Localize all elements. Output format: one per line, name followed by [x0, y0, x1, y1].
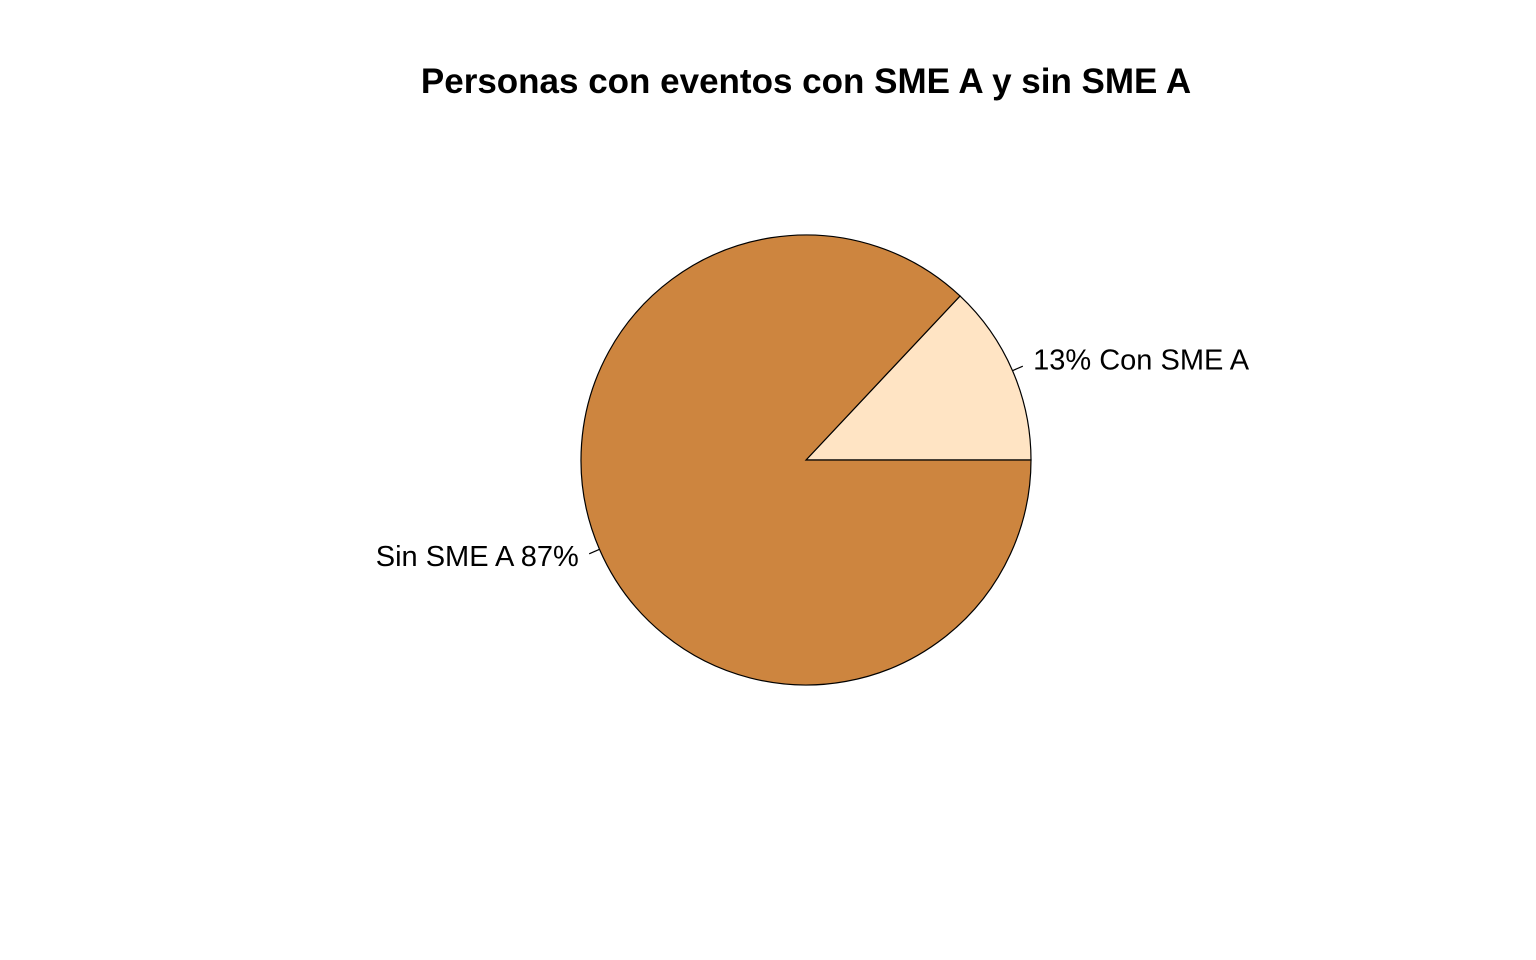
pie-label-tick-2	[588, 548, 600, 555]
chart-title: Personas con eventos con SME A y sin SME…	[421, 62, 1191, 101]
pie-slices	[580, 234, 1032, 686]
pie-slice-1	[804, 295, 1032, 461]
pie-labels: 13% Con SME A Sin SME A 87%	[376, 344, 1250, 573]
pie-slice-2	[580, 234, 1032, 686]
pie-label-tick-1	[1012, 365, 1024, 372]
pie-label-1: 13% Con SME A	[1033, 344, 1250, 376]
pie-label-2: Sin SME A 87%	[376, 541, 579, 573]
